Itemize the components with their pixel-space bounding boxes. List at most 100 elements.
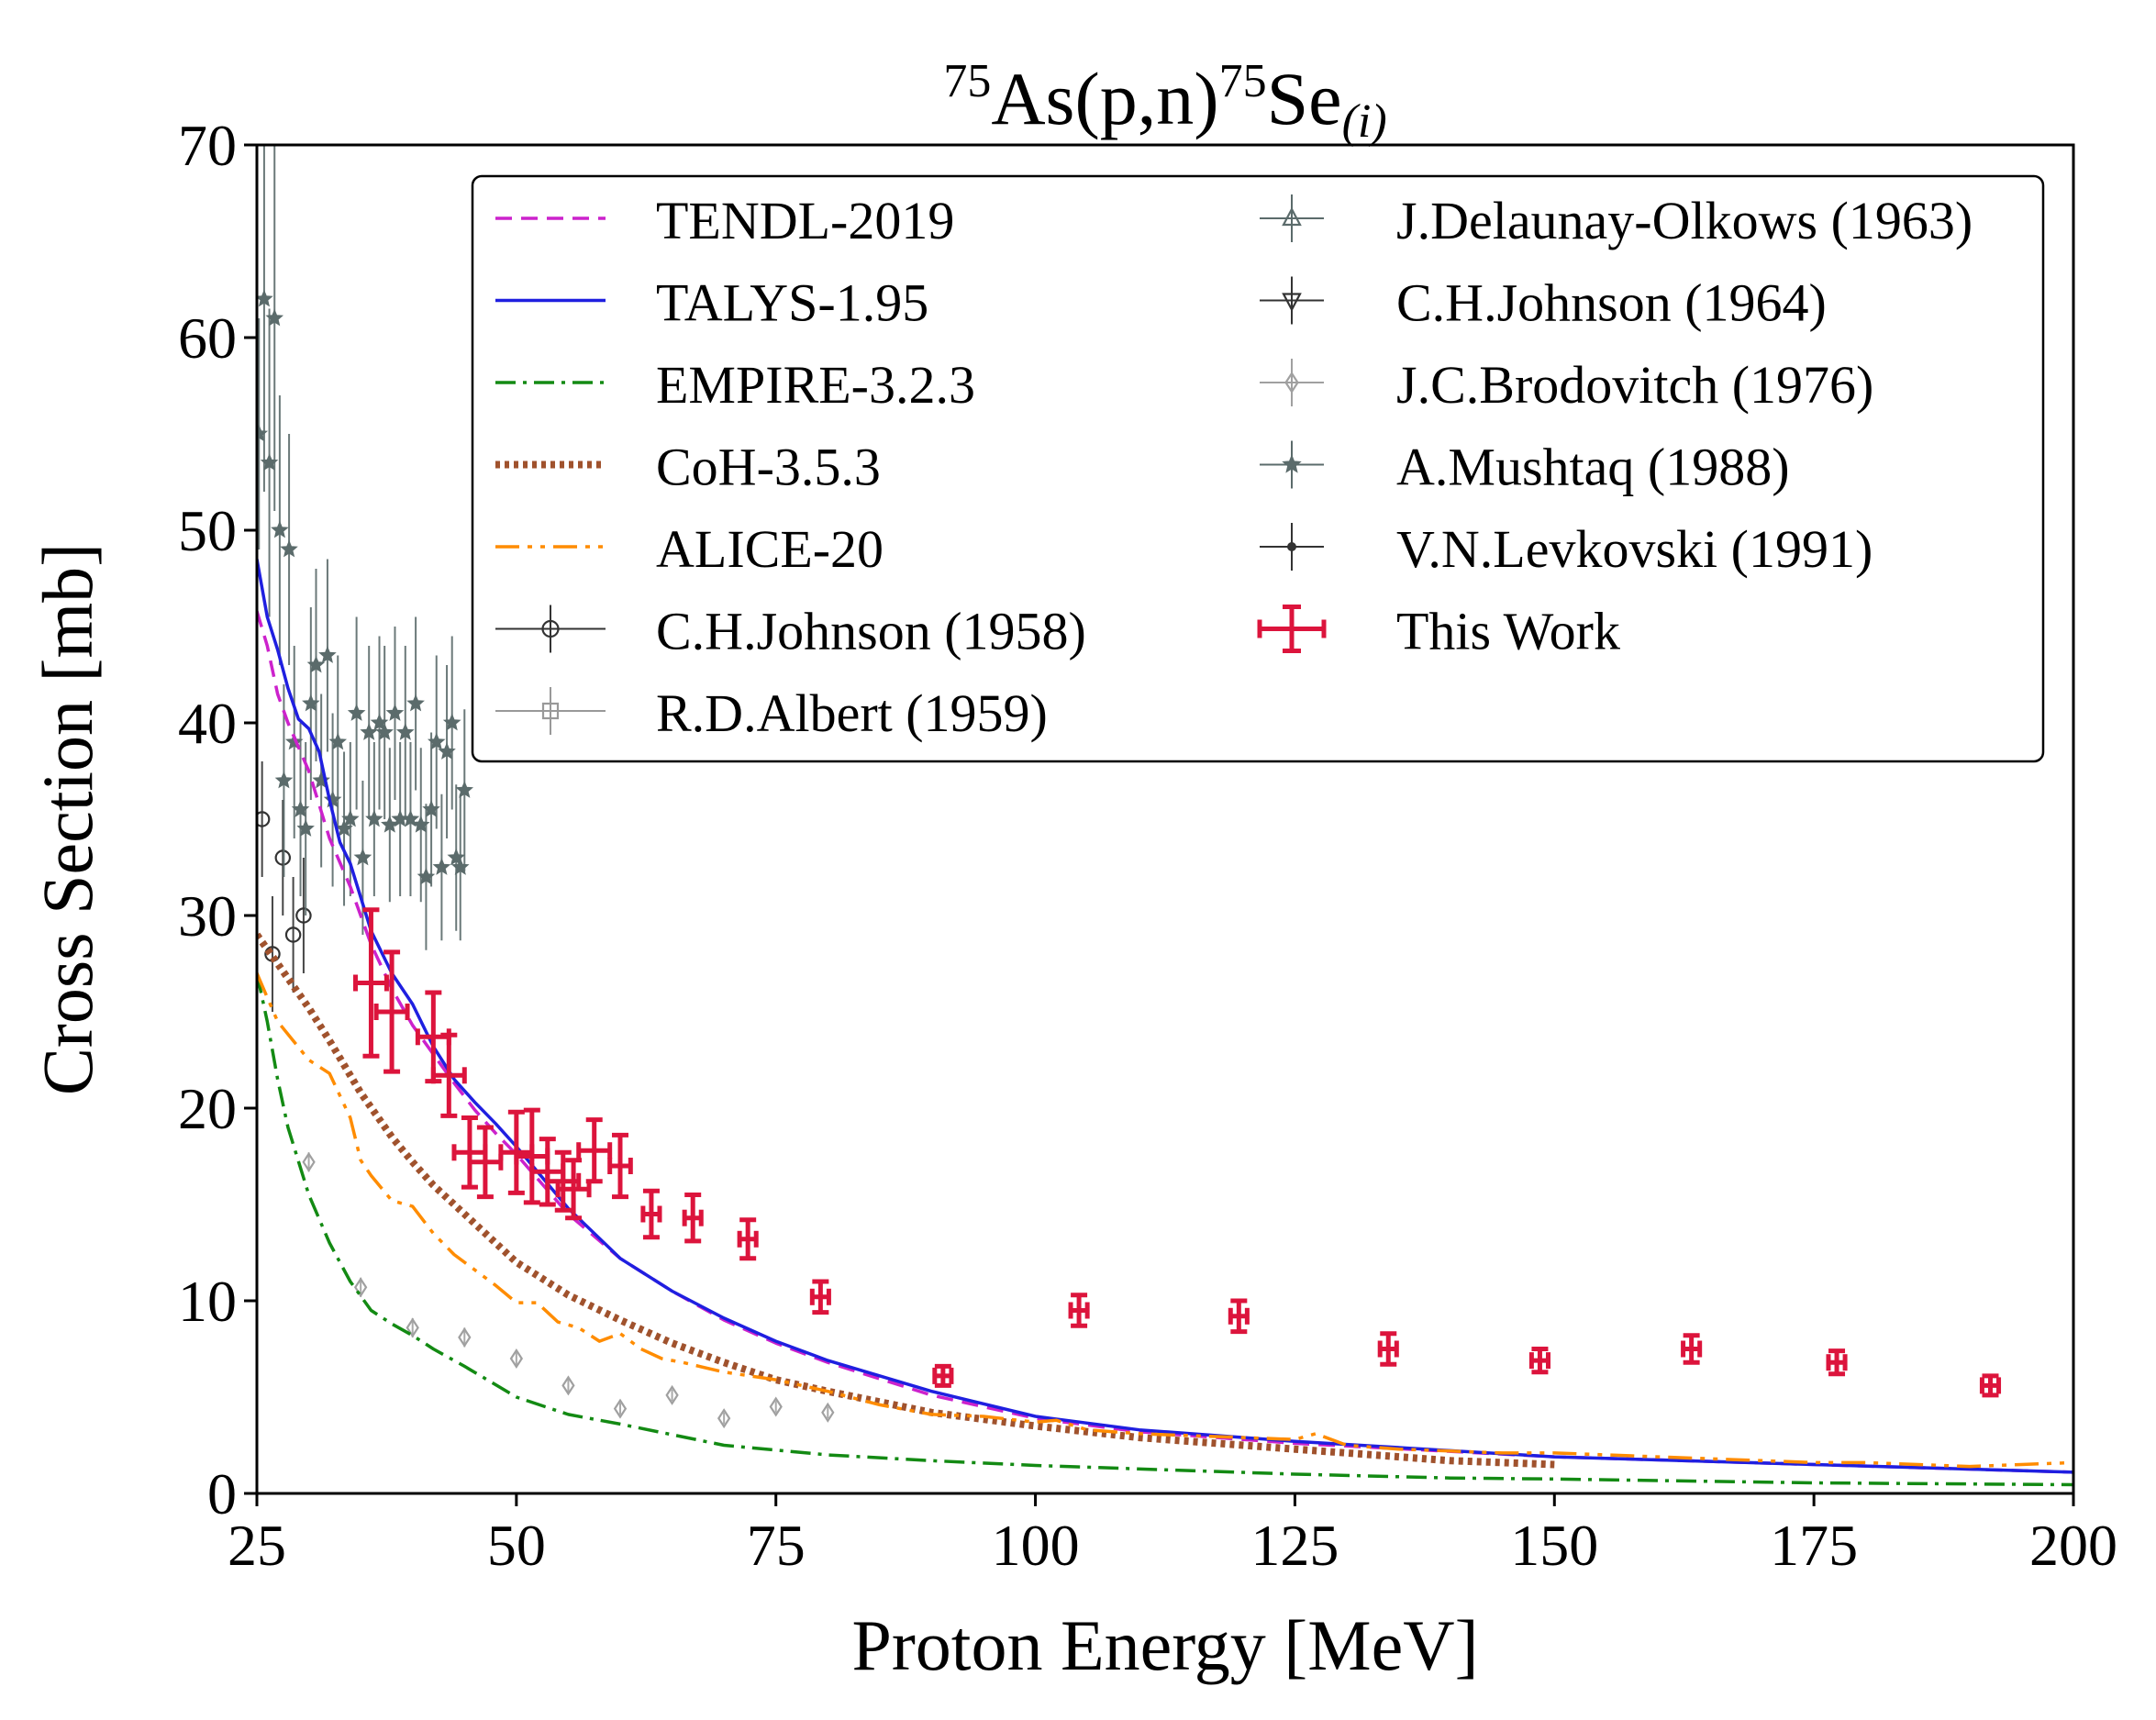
data-point — [406, 1317, 419, 1338]
data-point — [769, 1396, 783, 1417]
this-work-point — [1228, 1298, 1250, 1335]
legend-marker — [1287, 542, 1296, 551]
data-point — [341, 809, 360, 827]
data-point — [455, 781, 474, 798]
curve-tendl-2019 — [257, 610, 2073, 1474]
x-tick-label: 100 — [992, 1513, 1080, 1578]
data-point — [385, 704, 405, 721]
data-point — [265, 308, 284, 327]
data-point — [717, 1408, 731, 1429]
data-point — [432, 858, 451, 875]
data-point — [257, 811, 271, 827]
data-point — [365, 809, 383, 827]
data-point — [458, 1326, 472, 1348]
this-work-point — [1377, 1331, 1399, 1367]
legend-label: R.D.Albert (1959) — [656, 683, 1048, 743]
y-axis-label: Cross Section [mb] — [28, 543, 107, 1095]
this-work-point — [737, 1217, 759, 1261]
series-j-c-brodovitch-1976- — [302, 1151, 835, 1429]
data-point — [302, 1151, 316, 1172]
legend-label: J.Delaunay-Olkows (1963) — [1396, 191, 1973, 250]
data-point — [280, 539, 298, 558]
data-point — [274, 771, 294, 789]
data-point — [295, 907, 312, 924]
curve-coh-3-5-3 — [257, 932, 1555, 1469]
data-point — [427, 732, 446, 750]
x-tick-label: 150 — [1510, 1513, 1598, 1578]
data-point — [353, 1277, 368, 1298]
data-point — [613, 1398, 628, 1419]
data-point — [665, 1384, 679, 1405]
data-point — [509, 1348, 524, 1370]
title-mid1: As(p,n) — [991, 57, 1218, 140]
series-c-h-johnson-1958- — [257, 761, 312, 1012]
y-tick-label: 60 — [178, 305, 237, 371]
this-work-point — [1979, 1373, 2002, 1398]
data-point — [328, 732, 348, 750]
data-point — [821, 1402, 835, 1423]
legend-label: EMPIRE-3.2.3 — [656, 355, 975, 415]
data-point — [375, 723, 394, 740]
this-work-point — [1068, 1293, 1090, 1328]
this-work-point — [430, 1032, 467, 1118]
data-point — [271, 520, 289, 538]
legend-marker — [541, 702, 560, 720]
legend-marker — [541, 619, 560, 638]
data-point — [284, 927, 302, 943]
data-point — [395, 723, 415, 740]
y-tick-label: 40 — [178, 691, 237, 756]
legend-marker — [1284, 371, 1299, 394]
x-tick-label: 50 — [487, 1513, 546, 1578]
y-tick-label: 70 — [178, 113, 237, 178]
legend-label: TENDL-2019 — [656, 191, 954, 250]
data-point — [274, 849, 292, 866]
this-work-point — [576, 1117, 613, 1184]
legend-label: A.Mushtaq (1988) — [1396, 438, 1790, 497]
this-work-point — [640, 1188, 662, 1240]
legend-box — [471, 174, 2045, 763]
chart-title: 75As(p,n)75Se(i) — [943, 55, 1386, 148]
this-work-point — [1681, 1333, 1703, 1365]
title-sup2: 75 — [1219, 55, 1267, 107]
this-work-point — [809, 1279, 831, 1315]
legend-label: This Work — [1396, 602, 1620, 661]
title-sup1: 75 — [943, 55, 991, 107]
legend-marker — [1282, 454, 1302, 473]
legend: TENDL-2019 TALYS-1.95 EMPIRE-3.2.3 CoH-3.5.… — [471, 174, 2045, 763]
x-tick-label: 75 — [747, 1513, 806, 1578]
y-tick-label: 10 — [178, 1269, 237, 1334]
this-work-layer — [352, 907, 2002, 1398]
data-point — [442, 713, 461, 731]
this-work-point — [932, 1363, 954, 1388]
legend-label: C.H.Johnson (1964) — [1396, 273, 1827, 333]
legend-label: ALICE-20 — [656, 519, 884, 579]
legend-label: V.N.Levkovski (1991) — [1396, 519, 1873, 579]
this-work-point — [682, 1193, 704, 1244]
curve-talys-1-95 — [257, 559, 2073, 1474]
legend-label: CoH-3.5.3 — [656, 438, 881, 497]
y-tick-label: 30 — [178, 883, 237, 949]
this-work-point — [352, 907, 389, 1059]
y-axis: 0 10 20 30 40 50 60 70 — [178, 113, 257, 1526]
curve-alice-20 — [257, 972, 2073, 1469]
data-point — [296, 819, 315, 837]
y-tick-label: 50 — [178, 498, 237, 563]
plot-area — [257, 145, 2073, 1487]
title-mid2: Se — [1267, 57, 1342, 140]
legend-label: C.H.Johnson (1958) — [656, 602, 1086, 661]
experimental-data-layer — [257, 145, 835, 1429]
data-point — [561, 1375, 575, 1396]
x-axis-label: Proton Energy [MeV] — [851, 1605, 1478, 1685]
legend-marker — [1282, 206, 1302, 227]
legend-label: TALYS-1.95 — [656, 273, 928, 333]
this-work-point — [529, 1137, 566, 1207]
x-axis: 25 50 75 100 125 150 175 200 — [228, 1493, 2117, 1578]
series-a-mushtaq-1988- — [257, 145, 474, 950]
data-point — [406, 694, 425, 712]
y-tick-label: 20 — [178, 1076, 237, 1141]
this-work-point — [607, 1132, 633, 1200]
this-work-point — [1826, 1348, 1848, 1377]
y-tick-label: 0 — [207, 1461, 237, 1526]
model-curves-layer — [257, 559, 2073, 1487]
